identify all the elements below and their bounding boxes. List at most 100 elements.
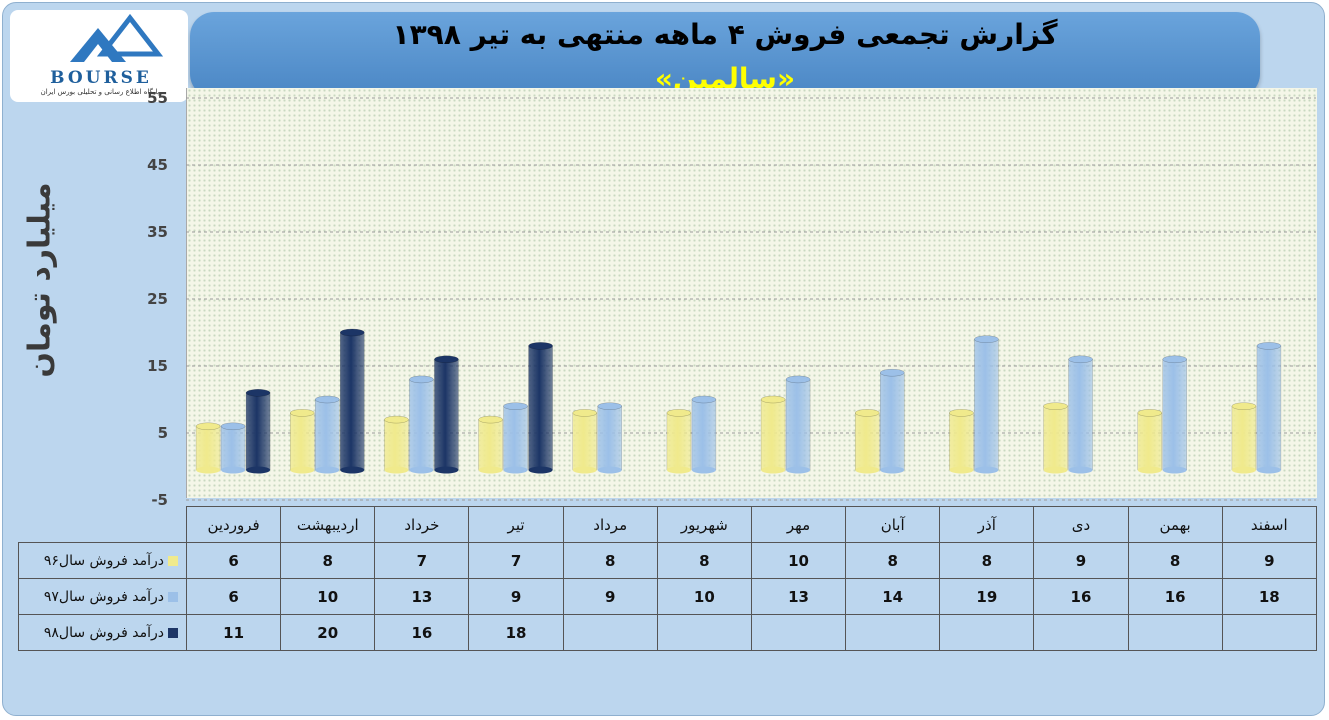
bar xyxy=(478,419,503,471)
bar-cap xyxy=(1137,409,1162,417)
table-row: درآمد فروش سال۹۶ 6 8 7 7 8 8 10 8 8 9 8 9 xyxy=(18,542,1317,579)
bar xyxy=(528,345,553,471)
x-tick-label: فروردین xyxy=(185,506,282,543)
bar-base xyxy=(786,466,811,474)
bar xyxy=(434,359,459,471)
bar-base xyxy=(1043,466,1068,474)
bar xyxy=(1256,345,1282,471)
bar xyxy=(880,372,905,471)
data-label: 13 xyxy=(750,578,847,615)
data-label: 16 xyxy=(374,614,470,651)
bar-base xyxy=(1162,466,1187,474)
bar-base xyxy=(1256,466,1281,474)
table-row: درآمد فروش سال۹۷ 6 10 13 9 9 10 13 14 19 16 16 18 xyxy=(18,578,1317,615)
data-label xyxy=(1221,614,1317,651)
data-label xyxy=(845,614,941,651)
bar-cap xyxy=(1231,402,1257,410)
bar-base xyxy=(666,466,691,474)
data-label: 7 xyxy=(374,542,470,579)
data-label: 8 xyxy=(656,542,752,579)
x-tick-label: شهریور xyxy=(656,506,752,543)
bar-base xyxy=(1231,466,1256,474)
data-table: فروردین اردیبهشت خرداد تیر مرداد شهریور مهر آبا… xyxy=(18,506,1317,651)
bar xyxy=(1162,359,1187,471)
bar xyxy=(245,392,271,471)
bar-base xyxy=(196,466,221,474)
bar-cap xyxy=(1162,355,1187,364)
legend-entry: درآمد فروش سال۹۸ xyxy=(18,614,187,651)
bar-base xyxy=(246,466,271,474)
bar-cap xyxy=(785,375,811,384)
bar-cap xyxy=(597,402,622,410)
bar xyxy=(384,419,409,471)
x-tick-label: دی xyxy=(1033,506,1129,543)
data-label: 16 xyxy=(1127,578,1223,615)
bar xyxy=(290,412,315,471)
data-label: 10 xyxy=(280,578,376,615)
bar-base xyxy=(503,466,528,474)
x-tick-label: آذر xyxy=(939,506,1035,543)
legend-label: درآمد فروش سال۹۷ xyxy=(43,588,164,605)
data-label: 8 xyxy=(1127,542,1223,579)
y-tick-label: 45 xyxy=(147,156,168,174)
data-label xyxy=(1127,614,1223,651)
bar-cap xyxy=(855,409,880,417)
data-label: 6 xyxy=(185,578,282,615)
bar xyxy=(1068,359,1093,471)
bar-base xyxy=(315,466,340,474)
y-tick-label: 15 xyxy=(147,357,168,375)
data-label: 19 xyxy=(939,578,1035,615)
bar-base xyxy=(572,466,597,474)
bar-base xyxy=(597,466,622,474)
bar xyxy=(855,412,880,471)
bar-cap xyxy=(572,409,597,417)
bar-cap xyxy=(1068,355,1093,364)
bar-cap xyxy=(760,395,786,404)
bar xyxy=(597,405,622,471)
x-tick-label: اسفند xyxy=(1221,506,1317,543)
data-label xyxy=(1033,614,1129,651)
bar-base xyxy=(221,466,246,474)
table-row: درآمد فروش سال۹۸ 11 20 16 18 xyxy=(18,614,1317,651)
bar-cap xyxy=(340,328,365,337)
data-label: 11 xyxy=(185,614,282,651)
y-tick-label: 25 xyxy=(147,290,168,308)
table-corner xyxy=(18,506,187,543)
bar-cap xyxy=(290,409,315,417)
bar-cap xyxy=(1043,402,1068,410)
bar-cap xyxy=(880,368,905,377)
bar-base xyxy=(1137,466,1162,474)
table-header-row: فروردین اردیبهشت خرداد تیر مرداد شهریور مهر آبا… xyxy=(18,506,1317,543)
bar-cap xyxy=(434,355,459,364)
bar xyxy=(666,412,692,471)
bar-cap xyxy=(503,402,528,410)
bar-base xyxy=(409,466,434,474)
bar-cap xyxy=(1256,342,1282,350)
bar-cap xyxy=(409,375,434,384)
bar-base xyxy=(974,466,999,474)
data-label: 14 xyxy=(845,578,941,615)
logo-word: BOURSE xyxy=(50,68,152,88)
bar-cap xyxy=(949,409,974,417)
legend-label: درآمد فروش سال۹۸ xyxy=(43,624,164,641)
bar-cap xyxy=(478,415,503,424)
data-label: 9 xyxy=(562,578,658,615)
bar-base xyxy=(1068,466,1093,474)
bar xyxy=(785,379,811,471)
x-tick-label: آبان xyxy=(845,506,941,543)
bar-base xyxy=(855,466,880,474)
legend-swatch xyxy=(168,627,178,638)
data-label: 9 xyxy=(1033,542,1129,579)
x-tick-label: بهمن xyxy=(1127,506,1223,543)
legend-swatch xyxy=(168,591,178,602)
bar xyxy=(315,399,340,471)
bar-cap xyxy=(195,422,221,431)
bar xyxy=(220,426,246,471)
bar xyxy=(1043,405,1068,471)
data-label: 8 xyxy=(280,542,376,579)
bar xyxy=(1137,412,1162,471)
bar xyxy=(503,405,528,471)
bar-base xyxy=(290,466,315,474)
bar-base xyxy=(340,466,365,474)
bar-cap xyxy=(315,395,340,404)
